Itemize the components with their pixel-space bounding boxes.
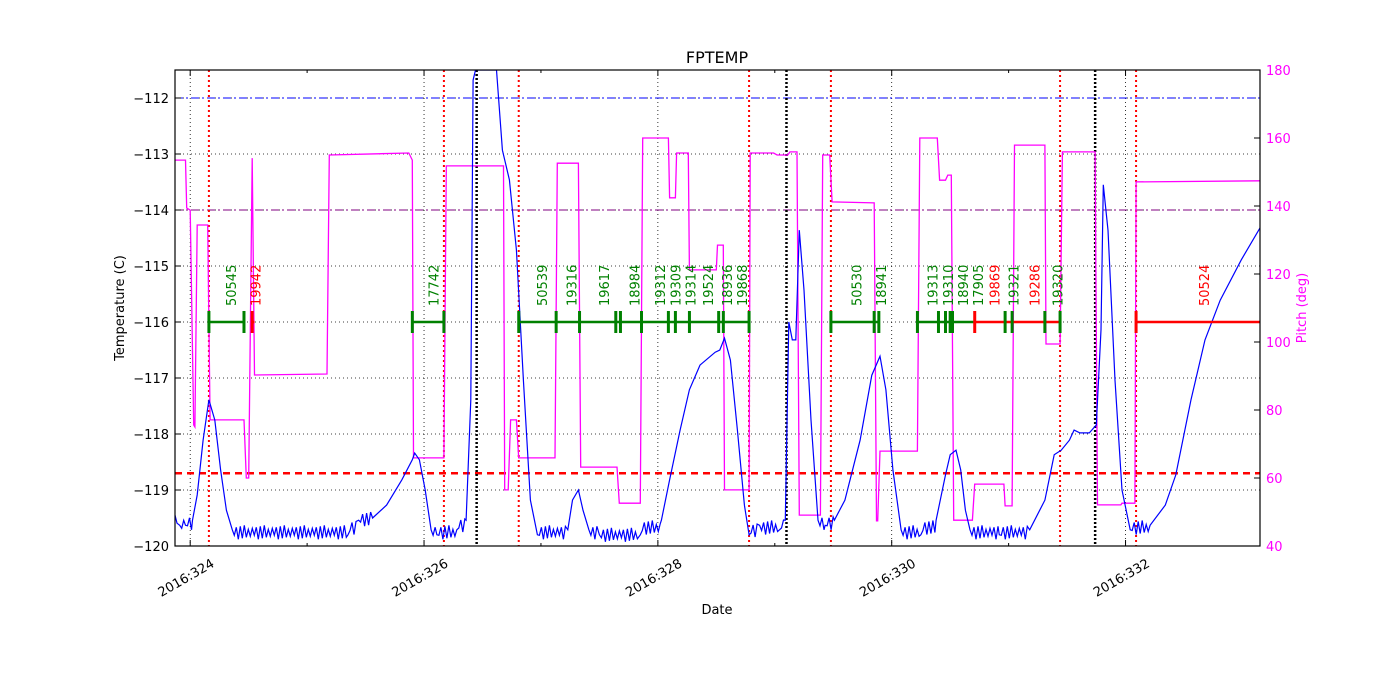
y-tick-label: −118 xyxy=(133,428,169,443)
obsid-label: 19942 xyxy=(250,265,265,306)
obsid-label: 19286 xyxy=(1028,265,1043,306)
obsid-label: 19321 xyxy=(1007,265,1022,306)
obsid-label: 18936 xyxy=(721,265,736,306)
y-tick-label: −113 xyxy=(133,148,169,163)
obsid-label: 19869 xyxy=(989,265,1004,306)
x-axis-label: Date xyxy=(701,603,732,618)
y2-axis-label: Pitch (deg) xyxy=(1295,273,1310,343)
observation-bars: 50545 19942 17742 50539 19316 19617 18984 19312… xyxy=(207,265,1260,333)
y2-tick-label: 40 xyxy=(1266,540,1283,555)
y-tick-label: −116 xyxy=(133,316,169,331)
chart-title: FPTEMP xyxy=(686,48,749,67)
obsid-label: 17905 xyxy=(972,265,987,306)
y-tick-label: −115 xyxy=(133,260,169,275)
obsid-label: 18984 xyxy=(628,265,643,306)
obsid-label: 19316 xyxy=(565,265,580,306)
y2-tick-label: 100 xyxy=(1266,336,1291,351)
obsid-label: 17742 xyxy=(427,265,442,306)
y-tick-label: −119 xyxy=(133,484,169,499)
obsid-label: 19320 xyxy=(1052,265,1067,306)
obsid-label: 19868 xyxy=(736,265,751,306)
obsid-label: 50545 xyxy=(225,265,240,306)
y-tick-label: −120 xyxy=(133,540,169,555)
y2-tick-label: 140 xyxy=(1266,200,1291,215)
obsid-label: 18940 xyxy=(957,265,972,306)
obsid-label: 50524 xyxy=(1198,265,1213,306)
y2-tick-label: 60 xyxy=(1266,472,1283,487)
y2-tick-label: 80 xyxy=(1266,404,1283,419)
y-tick-label: −117 xyxy=(133,372,169,387)
x-tick-label: 2016:330 xyxy=(857,556,918,600)
y-tick-label: −114 xyxy=(133,204,169,219)
obsid-label: 19313 xyxy=(927,265,942,306)
y2-tick-label: 180 xyxy=(1266,64,1291,79)
obsid-label: 19314 xyxy=(684,265,699,306)
obsid-label: 18941 xyxy=(875,265,890,306)
obsid-label: 19617 xyxy=(598,265,613,306)
plot-frame xyxy=(174,69,1261,547)
pitch-line xyxy=(175,137,1260,522)
axes: 2016:324 2016:326 2016:328 2016:330 2016:332… xyxy=(133,64,1291,601)
x-tick-label: 2016:332 xyxy=(1091,556,1152,600)
temperature-line xyxy=(175,70,1260,542)
y2-tick-label: 120 xyxy=(1266,268,1291,283)
x-tick-label: 2016:324 xyxy=(156,556,217,600)
x-tick-label: 2016:326 xyxy=(390,556,451,600)
obsid-label: 50530 xyxy=(851,265,866,306)
obsid-label: 19524 xyxy=(702,265,717,306)
y2-tick-label: 160 xyxy=(1266,132,1291,147)
series xyxy=(175,70,1260,542)
y-axis-label: Temperature (C) xyxy=(113,255,128,362)
obsid-label: 50539 xyxy=(536,265,551,306)
obsid-label: 19312 xyxy=(654,265,669,306)
obsid-label: 19310 xyxy=(942,265,957,306)
obsid-label: 19309 xyxy=(669,265,684,306)
y-tick-label: −112 xyxy=(133,92,169,107)
x-tick-label: 2016:328 xyxy=(623,556,684,600)
